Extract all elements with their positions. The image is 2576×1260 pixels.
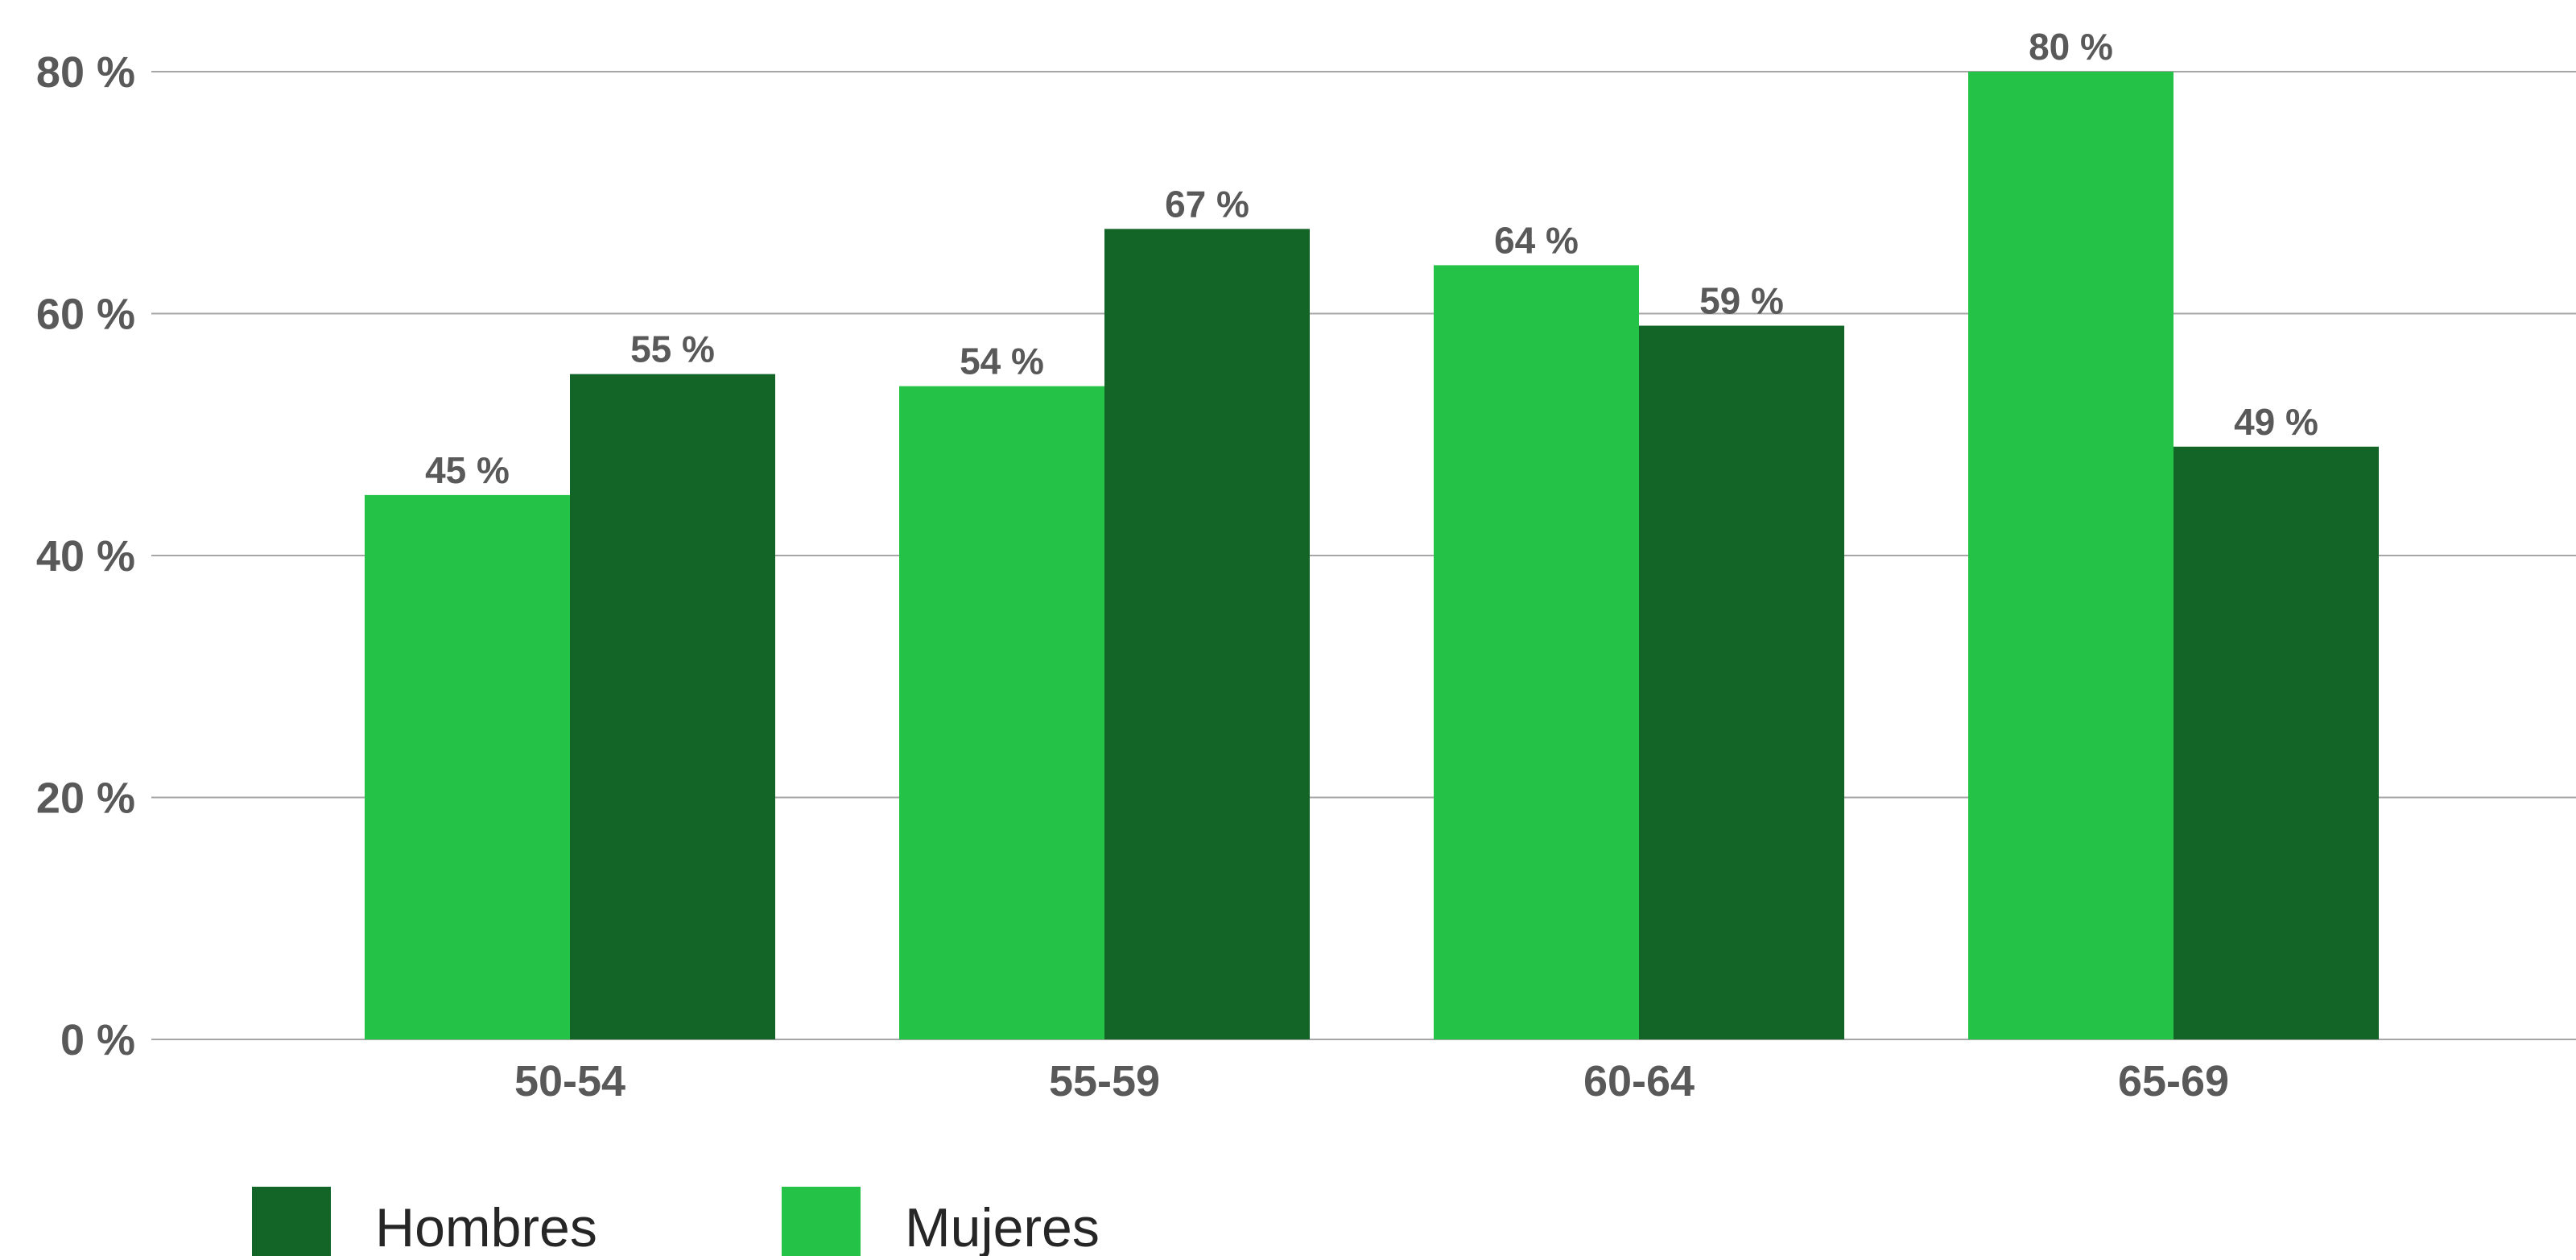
data-label: 54 %	[960, 341, 1044, 382]
bar-mujeres-55-59	[899, 386, 1104, 1039]
data-label: 67 %	[1165, 183, 1249, 225]
data-label: 45 %	[425, 449, 510, 491]
bar-hombres-55-59	[1104, 229, 1310, 1039]
legend: Hombres Mujeres	[252, 1187, 1100, 1260]
bar-mujeres-50-54	[365, 494, 570, 1039]
legend-swatch-hombres	[252, 1187, 331, 1260]
legend-label-mujeres: Mujeres	[905, 1197, 1100, 1256]
data-label: 80 %	[2029, 26, 2113, 68]
data-label: 59 %	[1699, 280, 1784, 322]
x-category-label: 65-69	[2118, 1057, 2229, 1105]
data-labels: 45 % 55 % 54 % 67 % 64 % 59 % 80 % 49 %	[425, 26, 2318, 491]
bar-mujeres-60-64	[1434, 265, 1639, 1039]
x-category-label: 55-59	[1049, 1057, 1160, 1105]
bar-hombres-50-54	[570, 374, 775, 1039]
data-label: 64 %	[1494, 219, 1579, 261]
y-tick-label: 40 %	[36, 532, 135, 580]
legend-label-hombres: Hombres	[375, 1197, 597, 1256]
x-category-label: 50-54	[514, 1057, 625, 1105]
data-label: 49 %	[2234, 401, 2318, 443]
y-axis-ticks: 0 % 20 % 40 % 60 % 80 %	[36, 48, 135, 1064]
data-label: 55 %	[630, 328, 715, 370]
bar-hombres-60-64	[1639, 325, 1844, 1039]
y-tick-label: 80 %	[36, 48, 135, 97]
bar-hombres-65-69	[2174, 446, 2379, 1039]
y-tick-label: 0 %	[60, 1016, 135, 1064]
legend-swatch-mujeres	[782, 1187, 861, 1260]
y-tick-label: 60 %	[36, 291, 135, 339]
bar-mujeres-65-69	[1968, 72, 2174, 1039]
y-tick-label: 20 %	[36, 775, 135, 823]
x-category-label: 60-64	[1583, 1057, 1695, 1105]
bars	[365, 72, 2379, 1039]
x-axis-categories: 50-54 55-59 60-64 65-69	[514, 1057, 2229, 1105]
